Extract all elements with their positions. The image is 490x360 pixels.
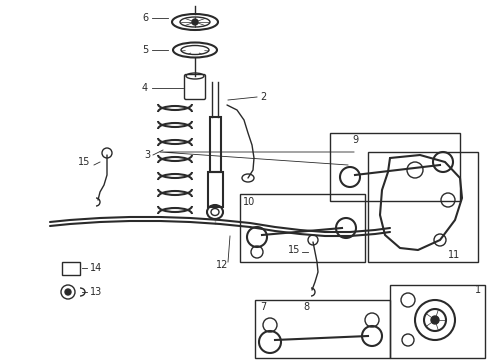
Circle shape [192,19,198,25]
Text: 1: 1 [475,285,481,295]
Bar [330,133,460,201]
Bar [62,262,80,275]
Text: 12: 12 [216,260,228,270]
Text: 4: 4 [142,83,148,93]
Circle shape [65,289,71,295]
Text: 8: 8 [303,302,309,312]
Text: 10: 10 [243,197,255,207]
Text: 6: 6 [142,13,148,23]
Text: 5: 5 [142,45,148,55]
Text: 3: 3 [144,150,150,160]
Bar [255,300,390,358]
Text: 2: 2 [260,92,266,102]
Text: 9: 9 [352,135,358,145]
Text: 14: 14 [90,263,102,273]
Text: 7: 7 [260,302,266,312]
Text: 15: 15 [288,245,300,255]
Text: 11: 11 [448,250,460,260]
Text: 15: 15 [77,157,90,167]
Bar [368,152,478,262]
Bar [208,172,223,207]
Text: 13: 13 [90,287,102,297]
Bar [210,117,221,172]
Circle shape [431,316,439,324]
Bar [390,285,485,358]
Bar [240,194,365,262]
